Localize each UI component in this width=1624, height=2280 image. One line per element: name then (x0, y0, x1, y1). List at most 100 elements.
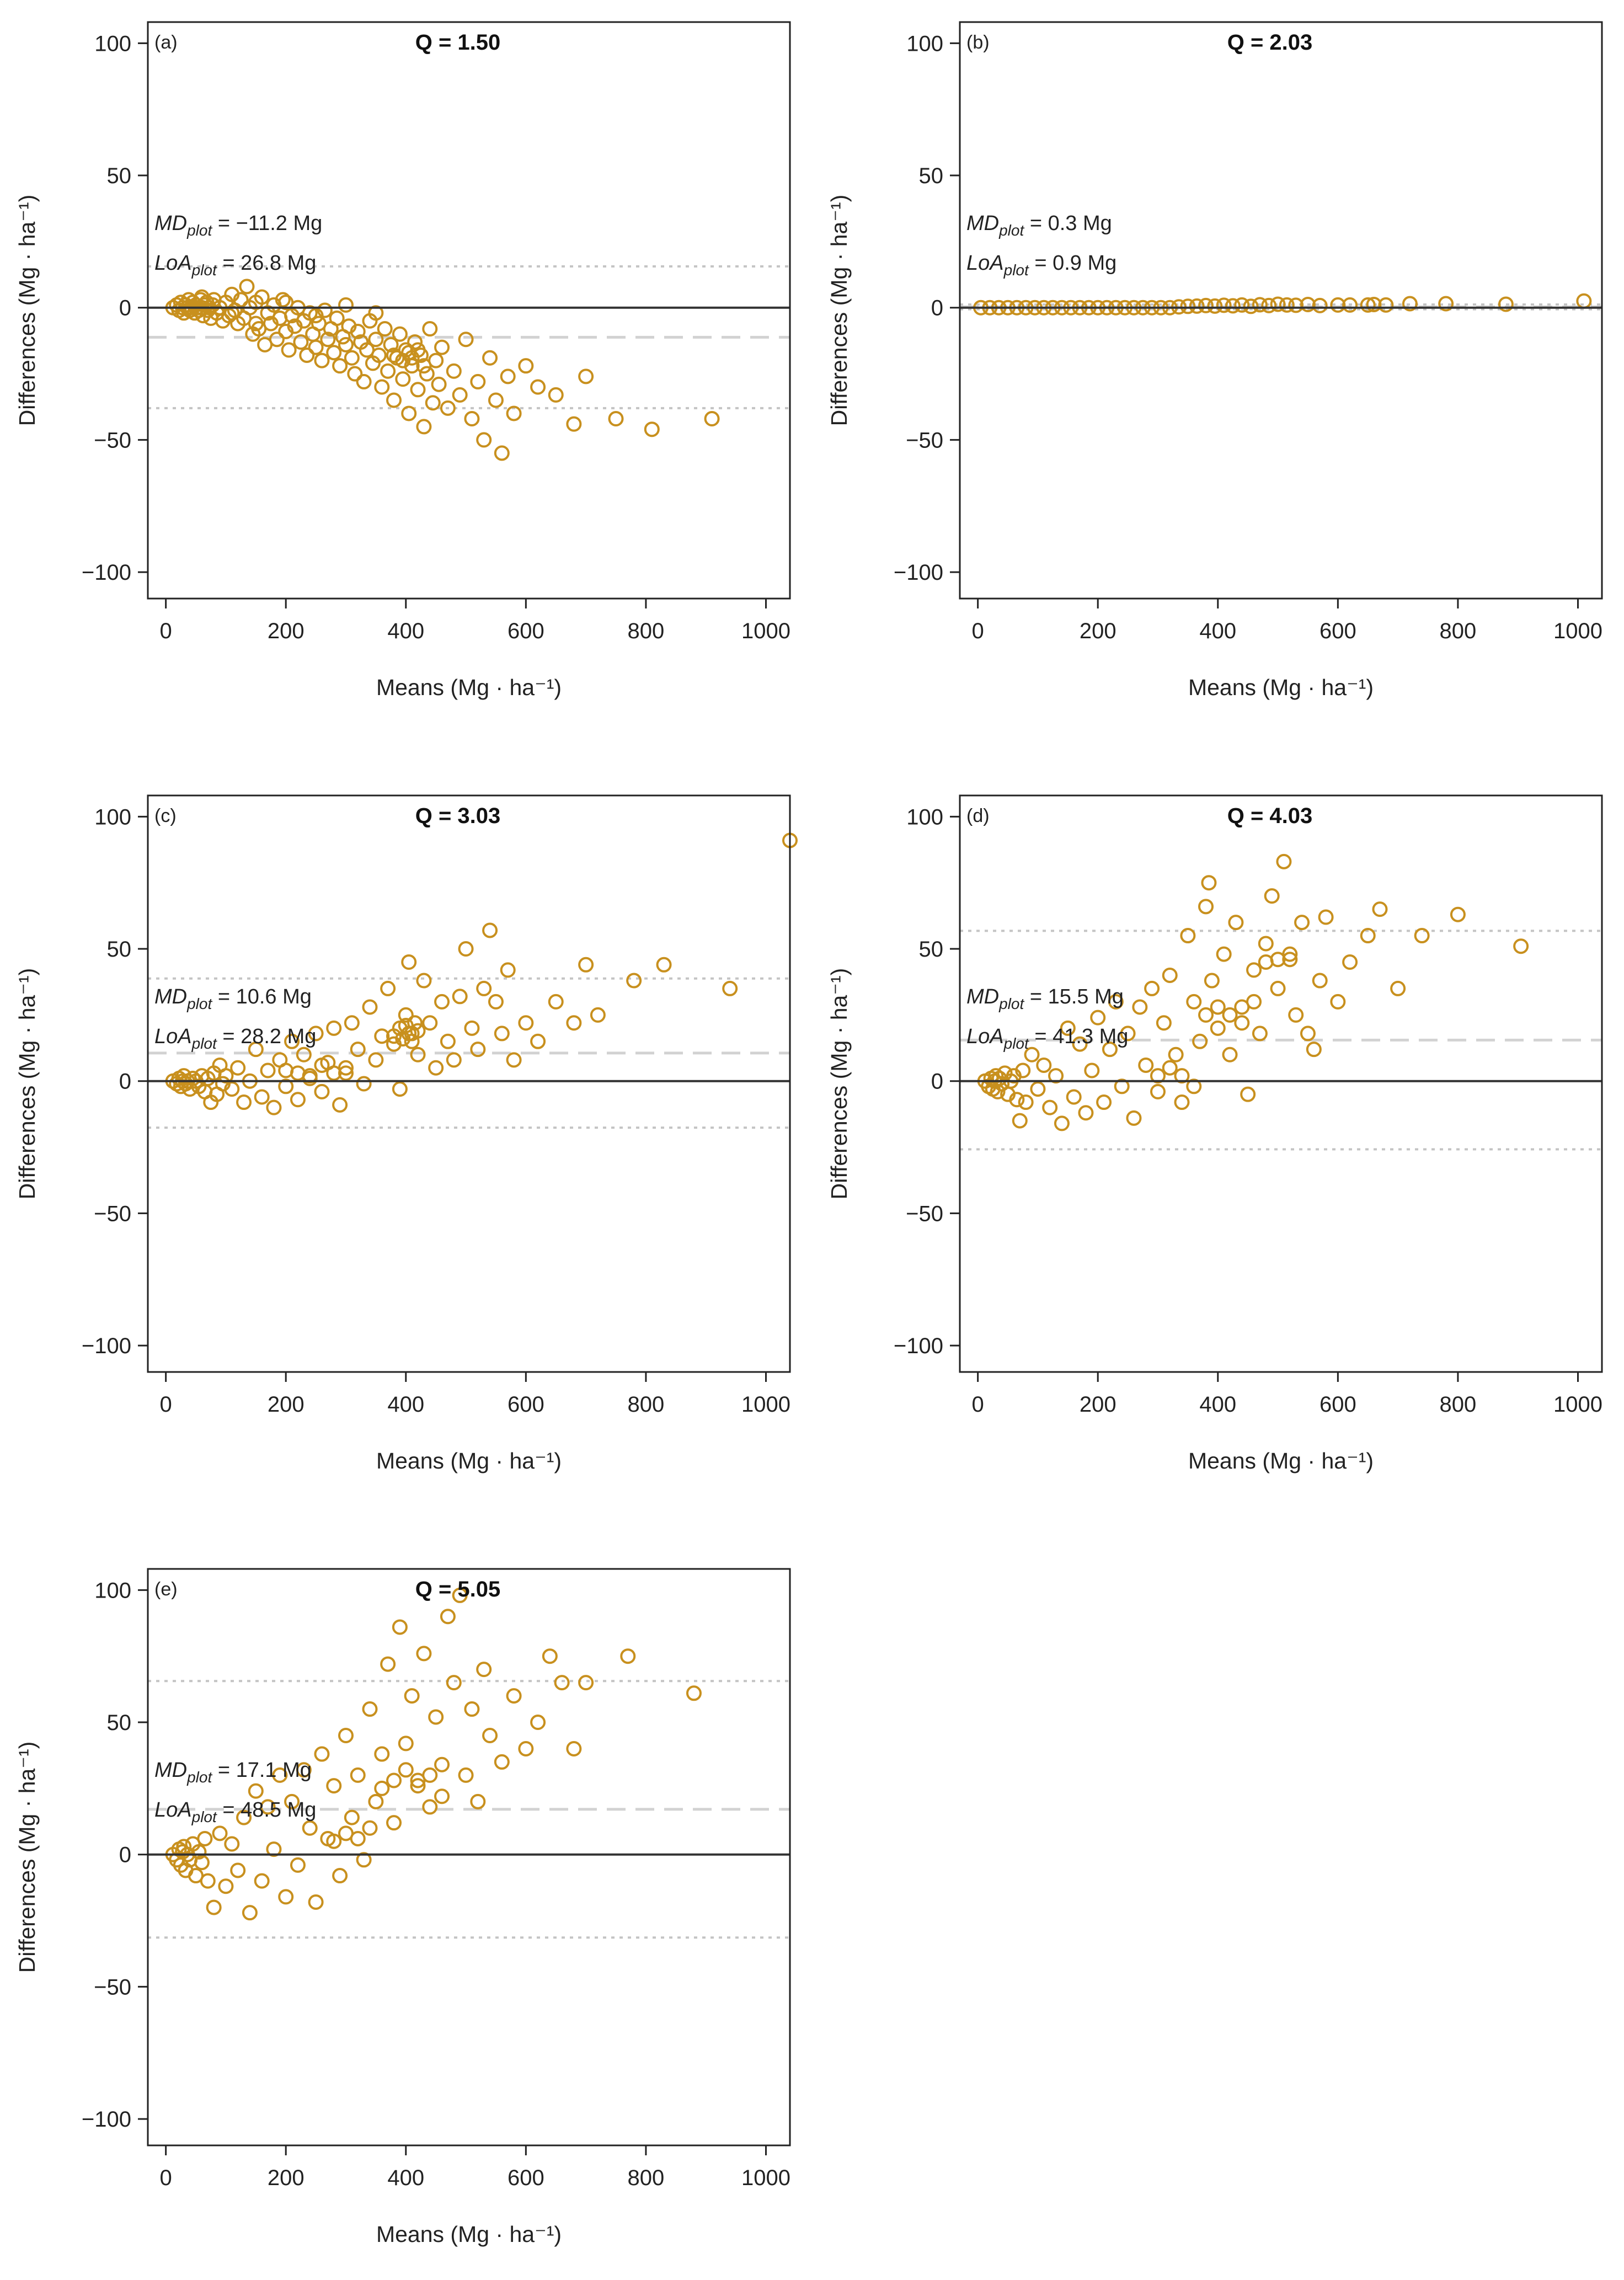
data-point (482, 1727, 498, 1743)
data-point (446, 1052, 462, 1068)
data-point (398, 1007, 414, 1023)
data-point (377, 321, 393, 337)
md-annotation: MDplot = 10.6 Mg (154, 985, 312, 1012)
data-point (566, 1740, 582, 1756)
data-point (1030, 1081, 1046, 1097)
chart-title: Q = 4.03 (1227, 804, 1313, 828)
data-point (374, 379, 390, 395)
data-point (458, 332, 474, 348)
md-annotation: MDplot = −11.2 Mg (154, 212, 322, 239)
data-point (362, 999, 378, 1015)
data-point (500, 962, 516, 978)
data-point (1276, 853, 1292, 869)
data-point (476, 980, 492, 996)
data-point (248, 1042, 264, 1058)
data-point (446, 363, 462, 379)
data-point (464, 1020, 480, 1036)
data-point (308, 308, 324, 324)
stat-value: = 0.3 Mg (1024, 212, 1112, 235)
x-tick-label: 1000 (741, 2166, 790, 2190)
y-tick-label: 0 (931, 1070, 943, 1094)
data-point (1225, 298, 1241, 314)
data-point (299, 347, 315, 363)
data-point (458, 1767, 474, 1783)
data-point (356, 1076, 372, 1092)
data-point (1084, 1062, 1100, 1078)
data-point (434, 1756, 450, 1772)
data-point (296, 1046, 312, 1062)
data-point (422, 1799, 438, 1815)
data-point (347, 366, 363, 382)
plot-frame (147, 1568, 791, 2146)
data-point (368, 305, 384, 321)
data-point (482, 922, 498, 938)
data-point (278, 1078, 294, 1094)
data-point (1342, 297, 1358, 313)
data-point (500, 369, 516, 385)
data-point (239, 279, 255, 295)
stat-symbol: MD (154, 1759, 187, 1782)
stat-value: = 10.6 Mg (212, 985, 312, 1008)
x-tick-label: 600 (1319, 619, 1356, 643)
y-axis-title: Differences (Mg · ha⁻¹) (14, 195, 40, 426)
data-point (1198, 1007, 1214, 1023)
data-point (440, 400, 456, 416)
data-point (1096, 1094, 1112, 1110)
data-point (1174, 1068, 1190, 1084)
x-tick-label: 400 (387, 2166, 424, 2190)
data-point (1150, 1083, 1166, 1099)
data-point (422, 1767, 438, 1783)
data-point (326, 1778, 342, 1794)
data-point (290, 1092, 306, 1108)
loa-annotation: LoAplot = 28.2 Mg (154, 1025, 316, 1052)
y-tick-label: 0 (931, 296, 943, 321)
chart-panel: 100 50 0 −50 −100 0 200 400 600 800 1000 Means (Mg … (826, 21, 1603, 700)
data-point (329, 310, 345, 326)
data-point (197, 1830, 213, 1846)
data-point (1036, 1057, 1052, 1073)
data-point (344, 350, 360, 366)
x-tick-label: 1000 (1553, 1392, 1602, 1417)
data-point (722, 980, 738, 996)
y-tick-label: −50 (94, 1975, 131, 1999)
data-point (356, 1852, 372, 1868)
stat-subscript: plot (191, 1808, 217, 1825)
x-axis-title: Means (Mg · ha⁻¹) (376, 2222, 562, 2247)
data-point (272, 1767, 288, 1783)
data-point (248, 316, 264, 332)
data-point (608, 411, 624, 427)
data-point (1402, 296, 1418, 312)
plot-frame (959, 794, 1603, 1373)
data-point (422, 1015, 438, 1031)
stat-symbol: MD (966, 212, 999, 235)
x-tick-label: 600 (507, 2166, 544, 2190)
data-point (1228, 915, 1244, 931)
data-point (386, 392, 402, 408)
y-tick-label: 0 (119, 1843, 131, 1867)
x-tick-label: 400 (387, 619, 424, 643)
x-tick-label: 1000 (1553, 619, 1602, 643)
data-point (368, 1793, 384, 1809)
data-point (1234, 1015, 1250, 1031)
x-tick-label: 800 (628, 619, 665, 643)
data-point (233, 292, 249, 308)
stat-symbol: MD (154, 212, 187, 235)
data-point (530, 379, 546, 395)
x-tick-label: 400 (1199, 619, 1236, 643)
data-point (1009, 1092, 1025, 1108)
loa-annotation: LoAplot = 26.8 Mg (154, 252, 316, 279)
data-point (308, 1026, 324, 1042)
data-point (254, 289, 270, 305)
data-point (578, 957, 594, 973)
data-point (350, 323, 366, 339)
data-point (1246, 962, 1262, 978)
data-point (308, 1894, 324, 1910)
stat-subscript: plot (186, 222, 212, 239)
data-point (338, 1065, 354, 1081)
data-point (338, 337, 354, 353)
data-point (1246, 994, 1262, 1010)
data-point (1207, 298, 1223, 314)
data-point (1258, 936, 1274, 952)
data-point (1279, 297, 1295, 313)
data-point (1450, 906, 1466, 922)
